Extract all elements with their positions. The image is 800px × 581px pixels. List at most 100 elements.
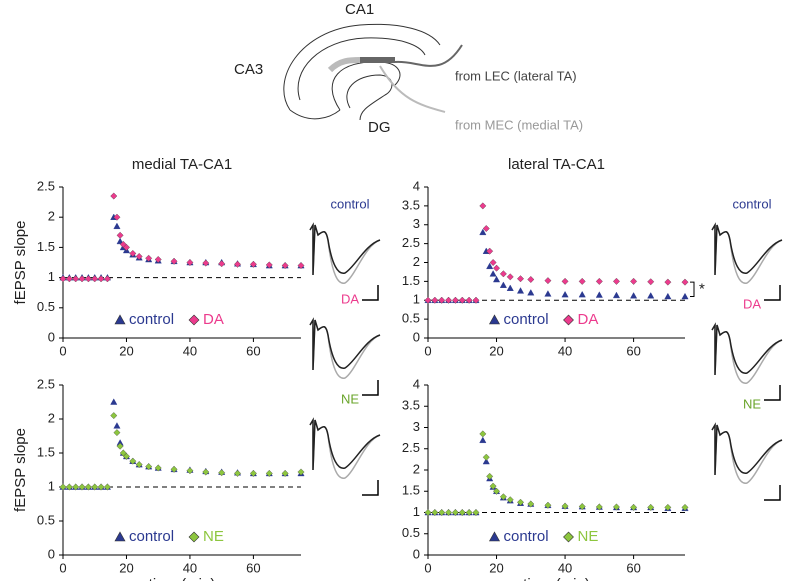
data-point xyxy=(506,284,514,291)
data-point xyxy=(630,277,638,285)
data-point xyxy=(486,262,494,270)
x-tick-label: 20 xyxy=(119,343,133,358)
data-point xyxy=(527,500,535,508)
y-tick-label: 3 xyxy=(413,419,420,434)
data-point xyxy=(458,296,466,304)
data-point xyxy=(612,277,620,285)
data-point xyxy=(445,509,453,516)
annotation: * xyxy=(699,280,705,297)
data-point xyxy=(595,503,603,511)
legend-marker xyxy=(188,314,200,326)
legend-label: control xyxy=(504,311,549,328)
data-point xyxy=(116,442,124,450)
data-point xyxy=(110,412,118,420)
y-tick-label: 1 xyxy=(413,292,420,307)
data-point xyxy=(527,276,535,283)
y-tick-label: 2 xyxy=(48,410,55,425)
x-axis-label: time (min) xyxy=(149,576,216,581)
data-point xyxy=(486,472,494,480)
diagram-label: from MEC (medial TA) xyxy=(455,117,583,132)
data-point xyxy=(59,275,67,283)
diagram-label: DG xyxy=(368,119,391,136)
inset-label: NE xyxy=(743,396,761,411)
x-tick-label: 60 xyxy=(626,560,640,575)
y-tick-label: 0.5 xyxy=(402,525,420,540)
bracket xyxy=(690,281,695,297)
data-point xyxy=(486,247,494,255)
x-axis-label: time (min) xyxy=(523,576,590,581)
data-point xyxy=(506,496,514,504)
data-point xyxy=(595,291,603,298)
scale-bar xyxy=(362,380,379,396)
y-tick-label: 1.5 xyxy=(37,444,55,459)
data-point xyxy=(479,202,487,210)
data-point xyxy=(78,275,86,283)
data-point xyxy=(506,273,514,281)
legend-marker xyxy=(488,531,501,542)
x-tick-label: 60 xyxy=(626,343,640,358)
data-point xyxy=(578,290,586,298)
data-point xyxy=(84,483,92,491)
legend-marker xyxy=(188,531,200,543)
diagram-label: CA1 xyxy=(345,1,374,18)
x-tick-label: 40 xyxy=(183,343,197,358)
data-point xyxy=(630,292,638,299)
legend-marker xyxy=(114,314,126,325)
x-tick-label: 20 xyxy=(489,560,503,575)
data-point xyxy=(116,231,124,239)
inset-label: DA xyxy=(341,291,359,306)
x-tick-label: 40 xyxy=(183,560,197,575)
outline xyxy=(283,23,441,111)
legend-label: DA xyxy=(203,311,224,328)
lec-path xyxy=(394,44,463,67)
x-tick-label: 0 xyxy=(59,343,66,358)
y-axis-label: fEPSP slope xyxy=(12,428,29,512)
y-tick-label: 1.5 xyxy=(402,483,420,498)
legend-marker xyxy=(563,531,574,543)
scale-bar xyxy=(362,480,379,496)
data-point xyxy=(681,278,689,286)
x-tick-label: 20 xyxy=(119,560,133,575)
data-point xyxy=(234,469,242,477)
data-point xyxy=(647,278,655,286)
scale-bar xyxy=(764,485,781,501)
data-point xyxy=(202,468,210,476)
trace xyxy=(711,322,783,376)
legend-marker xyxy=(563,314,574,326)
y-axis-label: fEPSP slope xyxy=(12,221,29,305)
data-point xyxy=(499,281,507,288)
data-point xyxy=(630,503,638,511)
data-point xyxy=(482,457,490,465)
data-point xyxy=(84,275,92,283)
chart-title: medial TA-CA1 xyxy=(132,156,232,173)
data-point xyxy=(479,430,487,438)
data-point xyxy=(113,429,121,437)
trace xyxy=(309,222,381,276)
data-point xyxy=(218,260,226,268)
outline xyxy=(297,37,426,101)
data-point xyxy=(72,483,80,491)
data-point xyxy=(493,487,501,495)
data-point xyxy=(249,469,257,477)
data-point xyxy=(59,483,67,491)
data-point xyxy=(110,398,118,405)
data-point xyxy=(482,225,490,233)
y-tick-label: 2.5 xyxy=(37,376,55,391)
data-point xyxy=(122,452,130,460)
trace xyxy=(711,422,783,476)
y-tick-label: 3.5 xyxy=(402,398,420,413)
data-point xyxy=(438,509,446,516)
inset-label: control xyxy=(330,196,369,211)
data-point xyxy=(65,275,73,283)
data-point xyxy=(249,260,257,268)
x-tick-label: 40 xyxy=(558,343,572,358)
inset-label: control xyxy=(732,196,771,211)
data-point xyxy=(612,291,621,299)
data-point xyxy=(297,262,305,270)
data-point xyxy=(154,255,162,263)
legend-label: control xyxy=(504,528,549,545)
y-tick-label: 0 xyxy=(48,546,55,561)
data-point xyxy=(424,296,432,304)
data-point xyxy=(234,260,242,268)
